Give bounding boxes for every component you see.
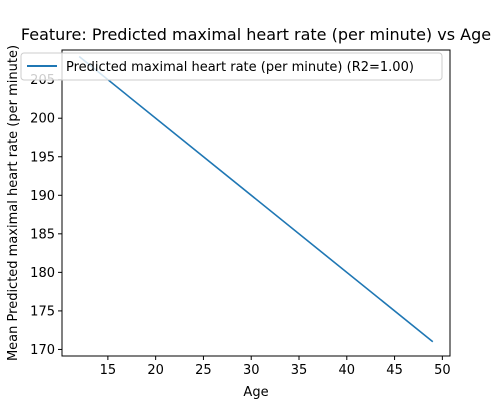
x-tick-label: 30 bbox=[243, 363, 260, 378]
legend-box bbox=[20, 52, 443, 81]
plot-frame bbox=[61, 49, 451, 357]
y-tick-label: 190 bbox=[30, 189, 55, 204]
y-tick-label: 180 bbox=[30, 266, 55, 281]
y-tick-label: 175 bbox=[30, 304, 55, 319]
x-axis-label: Age bbox=[243, 385, 268, 400]
chart-title: Feature: Predicted maximal heart rate (p… bbox=[21, 25, 491, 44]
legend-label: Predicted maximal heart rate (per minute… bbox=[66, 60, 414, 75]
x-tick-label: 15 bbox=[100, 363, 117, 378]
y-tick-label: 195 bbox=[30, 150, 55, 165]
x-tick-label: 20 bbox=[147, 363, 164, 378]
y-axis-label: Mean Predicted maximal heart rate (per m… bbox=[6, 45, 21, 361]
series-layer bbox=[78, 55, 434, 343]
x-tick-label: 40 bbox=[339, 363, 356, 378]
x-tick-label: 50 bbox=[434, 363, 451, 378]
x-tick-label: 35 bbox=[291, 363, 308, 378]
x-axis-ticks: 15 20 25 30 35 40 45 50 bbox=[100, 356, 451, 378]
y-tick-label: 200 bbox=[30, 112, 55, 127]
x-tick-label: 45 bbox=[386, 363, 403, 378]
y-tick-label: 170 bbox=[30, 343, 55, 358]
series-line bbox=[78, 55, 434, 343]
y-tick-label: 185 bbox=[30, 227, 55, 242]
x-tick-label: 25 bbox=[195, 363, 212, 378]
legend: Predicted maximal heart rate (per minute… bbox=[20, 52, 443, 81]
